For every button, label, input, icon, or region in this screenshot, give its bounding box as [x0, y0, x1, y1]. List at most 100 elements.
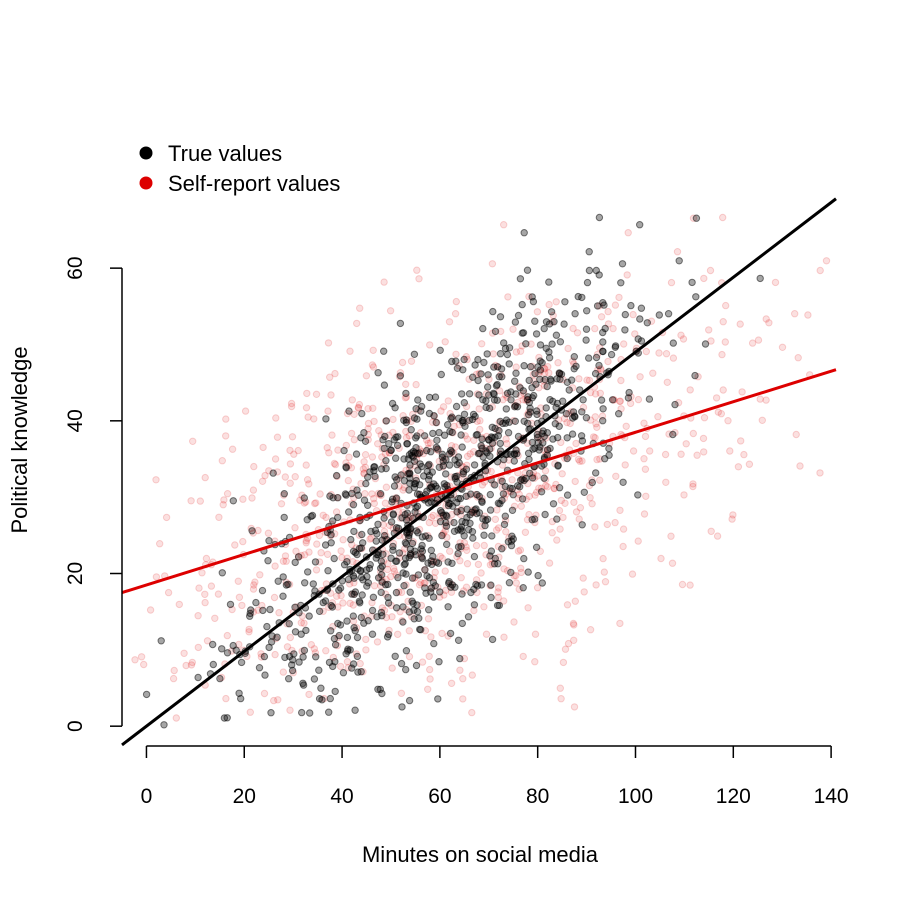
self-report-point — [380, 278, 388, 286]
self-report-point — [270, 593, 279, 602]
self-report-point — [188, 658, 197, 667]
self-report-point — [559, 513, 567, 522]
true-value-point — [417, 407, 425, 415]
true-value-point — [327, 627, 335, 635]
self-report-point — [591, 324, 599, 333]
self-report-point — [468, 708, 476, 717]
true-value-point — [366, 561, 374, 569]
true-value-point — [504, 429, 513, 437]
self-report-point — [381, 499, 390, 507]
true-value-point — [522, 474, 530, 483]
true-value-point — [437, 370, 445, 379]
self-report-point — [264, 529, 273, 537]
self-report-point — [152, 573, 161, 581]
true-value-point — [398, 703, 406, 711]
true-value-point — [415, 614, 423, 622]
self-report-point — [339, 599, 347, 607]
self-report-point — [386, 307, 395, 315]
self-report-point — [271, 455, 280, 463]
true-value-point — [599, 417, 607, 425]
true-value-point — [343, 633, 352, 642]
true-value-point — [392, 588, 401, 597]
self-report-point — [170, 666, 178, 675]
true-value-point — [402, 647, 411, 655]
self-report-point — [667, 532, 675, 540]
self-report-point — [348, 396, 356, 404]
self-report-point — [475, 405, 483, 413]
self-report-fit-line — [121, 368, 837, 595]
self-report-point — [324, 407, 332, 415]
true-value-point — [410, 350, 419, 358]
true-value-point — [366, 468, 374, 476]
true-value-point — [229, 497, 238, 505]
self-report-point — [195, 584, 203, 592]
true-value-point — [599, 347, 607, 356]
self-report-point — [573, 329, 582, 337]
true-value-point — [496, 417, 504, 426]
self-report-point — [304, 413, 312, 421]
true-value-point — [402, 665, 410, 674]
self-report-point — [794, 354, 802, 362]
true-value-point — [546, 396, 554, 404]
true-value-point — [384, 593, 392, 602]
self-report-point — [680, 491, 688, 499]
true-value-point — [291, 628, 300, 636]
true-value-point — [498, 545, 506, 553]
true-value-point — [480, 358, 488, 367]
true-value-point — [394, 573, 402, 582]
true-value-point — [490, 390, 498, 398]
self-report-point — [310, 645, 318, 653]
self-report-point — [187, 661, 196, 669]
true-value-point — [389, 546, 397, 554]
true-value-point — [298, 708, 306, 717]
self-report-point — [575, 375, 583, 383]
self-report-point — [286, 460, 295, 468]
legend: True values Self-report values — [139, 141, 340, 196]
true-value-point — [364, 501, 372, 509]
true-value-point — [637, 304, 646, 312]
true-value-point — [406, 588, 414, 596]
self-report-point — [220, 496, 228, 504]
self-report-point — [592, 420, 600, 428]
x-tick-label: 140 — [814, 785, 849, 808]
self-report-point — [286, 446, 294, 455]
true-value-point — [405, 608, 413, 616]
true-value-point — [315, 607, 324, 615]
self-report-point — [294, 446, 302, 455]
self-report-point — [271, 650, 279, 659]
self-report-point — [531, 491, 539, 499]
true-value-point — [424, 559, 432, 567]
self-report-point — [570, 703, 579, 711]
self-report-point — [336, 662, 345, 671]
self-report-point — [322, 647, 330, 655]
true-value-point — [543, 382, 551, 391]
true-value-point — [348, 664, 356, 672]
true-value-point — [645, 395, 654, 403]
true-value-point — [463, 505, 471, 513]
true-value-point — [285, 675, 293, 683]
true-value-point — [266, 605, 274, 614]
self-report-point — [172, 714, 181, 722]
true-value-point — [545, 278, 553, 286]
true-value-point — [621, 310, 629, 319]
true-value-point — [396, 372, 405, 380]
true-value-point — [274, 577, 282, 585]
self-report-point — [286, 706, 294, 714]
true-value-point — [335, 631, 343, 640]
true-value-point — [511, 377, 519, 385]
self-report-point — [201, 598, 209, 607]
true-value-point — [513, 403, 522, 411]
true-value-point — [349, 501, 358, 509]
self-report-point — [629, 310, 637, 319]
self-report-point — [517, 568, 525, 577]
self-report-point — [623, 271, 631, 279]
self-report-point — [563, 601, 572, 609]
y-tick-label: 60 — [64, 256, 87, 279]
true-value-point — [209, 640, 217, 649]
true-value-point — [547, 377, 555, 385]
self-report-point — [487, 467, 495, 476]
self-report-point — [497, 327, 505, 336]
true-value-point — [295, 658, 303, 666]
true-value-point — [412, 434, 420, 442]
self-report-point — [557, 695, 565, 703]
